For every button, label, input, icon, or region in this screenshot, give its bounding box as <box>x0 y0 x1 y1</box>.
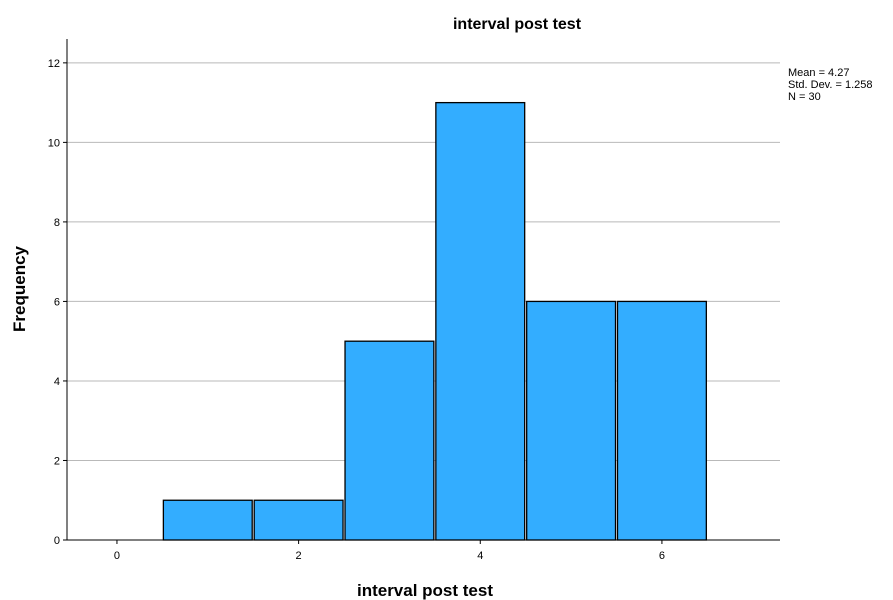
histogram-bar <box>162 499 253 541</box>
histogram-bar <box>526 300 617 541</box>
y-tick-label: 2 <box>54 455 60 467</box>
histogram-bar <box>616 300 707 541</box>
y-tick-label: 10 <box>48 137 60 149</box>
histogram-bars <box>162 101 707 541</box>
y-tick-label: 12 <box>48 58 60 70</box>
chart-title: interval post test <box>453 16 582 33</box>
stat-mean: Mean = 4.27 <box>788 67 849 79</box>
statistics-legend: Mean = 4.27 Std. Dev. = 1.258 N = 30 <box>788 67 873 103</box>
y-tick-label: 6 <box>54 296 60 308</box>
x-tick-label: 6 <box>659 550 665 562</box>
histogram-bar <box>253 499 344 541</box>
x-axis-title: interval post test <box>357 581 493 600</box>
histogram-bar <box>344 340 435 541</box>
y-axis-title: Frequency <box>10 245 29 332</box>
x-tick-label: 4 <box>477 550 483 562</box>
histogram-bar <box>435 101 526 541</box>
stat-std-dev: Std. Dev. = 1.258 <box>788 79 873 91</box>
y-tick-label: 0 <box>54 535 60 547</box>
x-tick-label: 2 <box>296 550 302 562</box>
axes: 0 2 4 6 8 10 12 0 2 4 6 <box>48 39 780 562</box>
stat-n: N = 30 <box>788 91 821 103</box>
x-tick-label: 0 <box>114 550 120 562</box>
y-tick-label: 8 <box>54 217 60 229</box>
y-tick-label: 4 <box>54 376 60 388</box>
